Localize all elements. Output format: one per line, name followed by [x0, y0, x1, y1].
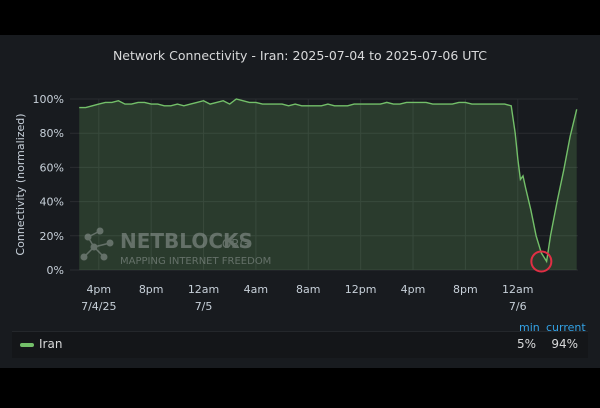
watermark-dot — [84, 233, 92, 241]
watermark-suffix: .ORG — [218, 237, 249, 251]
x-tick-label: 8am — [296, 283, 320, 296]
watermark-link — [93, 242, 111, 248]
y-tick-label: 0% — [47, 264, 64, 277]
watermark-dot — [90, 243, 98, 251]
watermark-brand: NETBLOCKS — [120, 229, 253, 253]
y-tick-label: 20% — [40, 230, 64, 243]
legend-row-iran[interactable]: Iran 5% 94% — [12, 331, 588, 358]
legend-series-name: Iran — [39, 337, 63, 351]
legend-current-value: 94% — [551, 337, 578, 351]
y-tick-label: 60% — [40, 161, 64, 174]
x-tick-label: 12am — [188, 283, 219, 296]
y-tick-label: 80% — [40, 127, 64, 140]
chart-svg: Network Connectivity - Iran: 2025-07-04 … — [14, 48, 578, 313]
x-tick-label: 4pm — [401, 283, 426, 296]
legend-header-current: current — [546, 321, 586, 334]
watermark-link — [93, 246, 105, 258]
watermark-dot — [106, 239, 114, 247]
netblocks-watermark: NETBLOCKS.ORG MAPPING INTERNET FREEDOM — [80, 227, 271, 267]
watermark-link — [87, 230, 101, 238]
watermark-link — [83, 246, 95, 258]
watermark-tagline: MAPPING INTERNET FREEDOM — [120, 256, 271, 267]
x-tick-date-label: 7/6 — [509, 300, 527, 313]
series-line-iran — [79, 98, 578, 264]
x-tick-label: 8pm — [453, 283, 478, 296]
x-tick-label: 4am — [244, 283, 268, 296]
watermark-dot — [80, 253, 88, 261]
series-area-iran — [79, 99, 577, 270]
x-tick-date-label: 7/4/25 — [81, 300, 116, 313]
x-tick-label: 4pm — [86, 283, 111, 296]
y-axis-label: Connectivity (normalized) — [14, 113, 27, 255]
y-tick-label: 100% — [33, 93, 64, 106]
watermark-dot — [96, 227, 104, 235]
dip-highlight-circle — [530, 250, 553, 273]
x-tick-label: 8pm — [139, 283, 164, 296]
x-tick-date-label: 7/5 — [195, 300, 213, 313]
chart-title: Network Connectivity - Iran: 2025-07-04 … — [113, 48, 487, 63]
x-tick-label: 12pm — [345, 283, 377, 296]
x-tick-label: 12am — [502, 283, 533, 296]
legend-swatch — [20, 343, 34, 347]
watermark-dot — [100, 253, 108, 261]
y-tick-label: 40% — [40, 196, 64, 209]
watermark-link — [87, 236, 95, 248]
chart-panel: Network Connectivity - Iran: 2025-07-04 … — [0, 35, 600, 368]
legend-header-min: min — [519, 321, 540, 334]
legend-min-value: 5% — [516, 337, 536, 351]
